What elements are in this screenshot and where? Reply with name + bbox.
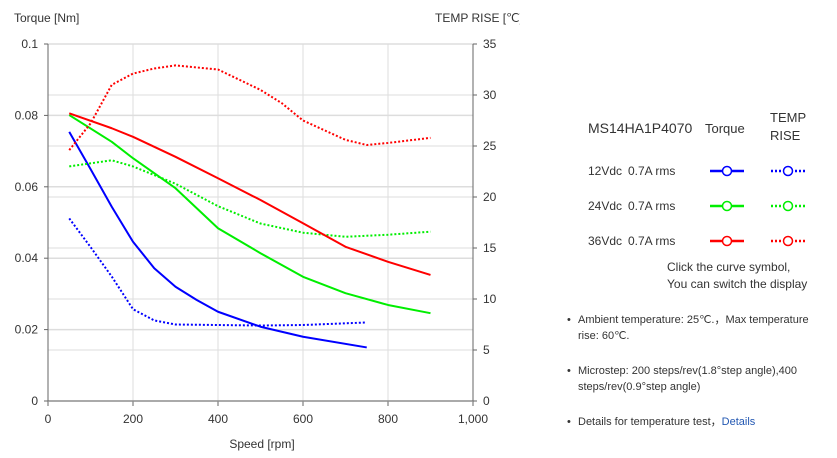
- legend-row-voltage: 12Vdc: [588, 164, 623, 178]
- y2-tick-label: 5: [483, 343, 490, 357]
- x-tick-label: 1,000: [458, 412, 488, 426]
- details-link[interactable]: Details: [721, 416, 756, 428]
- y-axis-title: Torque [Nm]: [14, 11, 79, 25]
- legend-row-voltage: 36Vdc: [588, 234, 623, 248]
- y2-tick-label: 0: [483, 394, 490, 408]
- legend-col-temp-1: TEMP: [770, 110, 807, 125]
- temp-curve-toggle[interactable]: [770, 165, 806, 177]
- note-details: Details for temperature test，Details: [567, 414, 817, 430]
- x-tick-label: 400: [208, 412, 228, 426]
- torque-curve-2: [68, 114, 431, 315]
- temp-rise-curve-5: [68, 64, 431, 151]
- y-tick-label: 0.02: [15, 323, 39, 337]
- torque-curve-0: [68, 131, 367, 349]
- legend-hint-1: Click the curve symbol,: [667, 260, 791, 274]
- notes-list: Ambient temperature: 25℃.，Max temperatur…: [567, 312, 817, 449]
- torque-temperature-chart: 0 200 400 600 800 1,000 0 0.02 0.04 0.06 0.08 0.1 0 5…: [14, 11, 520, 451]
- x-tick-label: 600: [293, 412, 313, 426]
- y2-tick-label: 15: [483, 241, 497, 255]
- legend-col-torque: Torque: [705, 121, 745, 136]
- note-ambient: Ambient temperature: 25℃.，Max temperatur…: [567, 312, 817, 344]
- y-tick-label: 0.04: [15, 251, 39, 265]
- y-tick-label: 0.08: [15, 108, 39, 122]
- y2-tick-label: 25: [483, 139, 497, 153]
- y-tick-label: 0: [31, 394, 38, 408]
- note-details-text: Details for temperature test，: [578, 416, 722, 428]
- temp-curve-toggle[interactable]: [770, 200, 806, 212]
- y2-tick-label: 20: [483, 190, 497, 204]
- x-axis-title: Speed [rpm]: [229, 437, 294, 451]
- y2-tick-label: 30: [483, 88, 497, 102]
- y2-axis-title: TEMP RISE [℃]: [435, 11, 520, 25]
- x-tick-label: 0: [45, 412, 52, 426]
- y-tick-label: 0.1: [21, 37, 38, 51]
- temp-rise-curve-1: [68, 217, 367, 327]
- torque-curve-toggle[interactable]: [709, 165, 745, 177]
- x-tick-label: 800: [378, 412, 398, 426]
- temp-rise-curve-3: [69, 159, 431, 238]
- note-microstep: Microstep: 200 steps/rev(1.8°step angle)…: [567, 363, 817, 395]
- legend-row-current: 0.7A rms: [628, 164, 676, 178]
- y-tick-label: 0.06: [15, 180, 39, 194]
- legend-row-voltage: 24Vdc: [588, 199, 623, 213]
- legend-hint-2: You can switch the display: [667, 277, 808, 291]
- y2-tick-label: 10: [483, 292, 497, 306]
- torque-curve-toggle[interactable]: [709, 200, 745, 212]
- torque-curve-toggle[interactable]: [709, 235, 745, 247]
- legend-row-current: 0.7A rms: [628, 234, 676, 248]
- y2-tick-label: 35: [483, 37, 497, 51]
- temp-curve-toggle[interactable]: [770, 235, 806, 247]
- x-tick-label: 200: [123, 412, 143, 426]
- torque-curve-4: [68, 112, 431, 276]
- legend-model: MS14HA1P4070: [588, 120, 693, 136]
- legend-col-temp-2: RISE: [770, 128, 801, 143]
- legend-row-current: 0.7A rms: [628, 199, 676, 213]
